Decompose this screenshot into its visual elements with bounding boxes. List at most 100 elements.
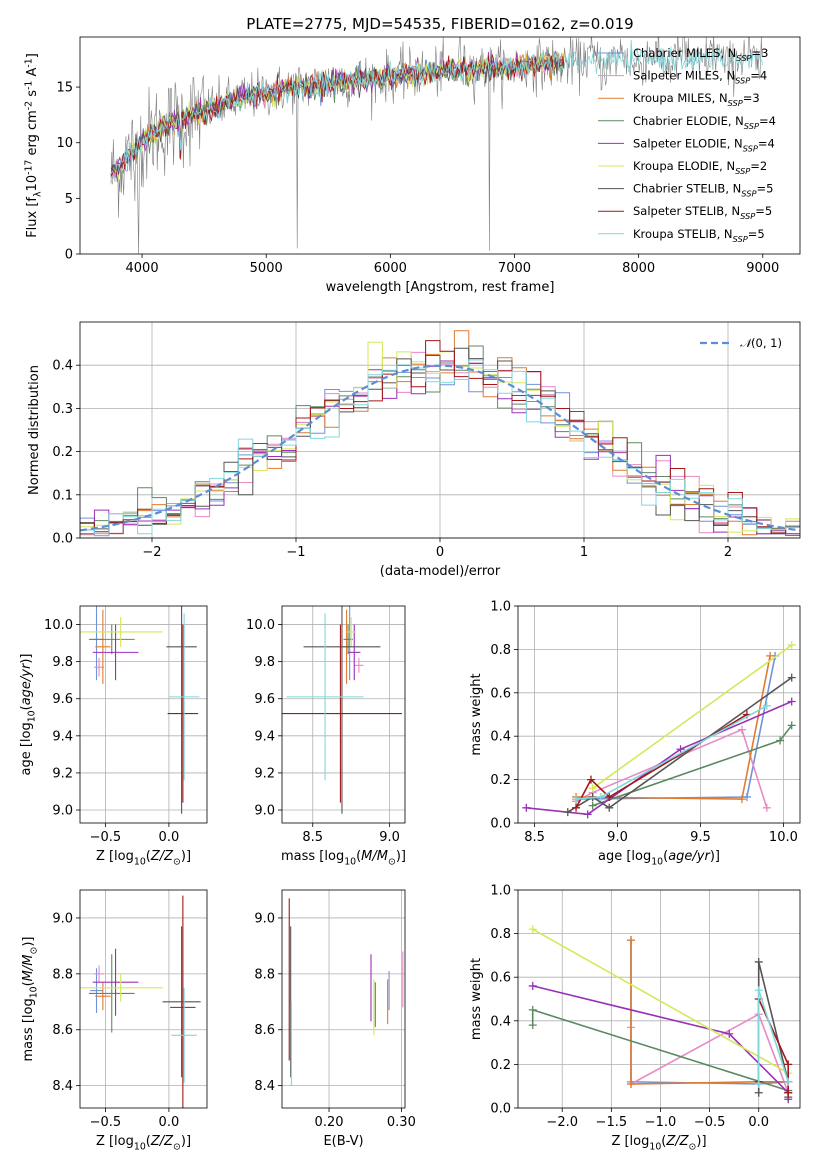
errorbar-kroupa-miles [95,609,111,684]
y-tick-label: 1.0 [490,600,511,615]
y-tick-label: 0.2 [490,773,511,788]
hist-kroupa-stelib [80,359,800,538]
x-tick-label: 1 [580,545,588,560]
x-tick-label: −0.5 [90,1115,122,1130]
series-line [630,940,789,1085]
errorbar-salpeter-elodie [92,624,139,681]
errorbar-salpeter-stelib [282,624,402,803]
series-marker [742,792,751,801]
panel-spectrum: 4000 5000 6000 7000 8000 9000 0 5 10 15 wavelength… [23,36,801,295]
series-marker [528,981,537,990]
y-axis-label: mass weight [469,673,484,755]
x-axis-label: mass [log10(M/M⊙)] [281,849,406,868]
series-marker [563,808,572,817]
x-tick-label: 4000 [126,261,159,276]
y-tick-label: 9.4 [52,729,73,744]
x-tick-label: 0.0 [159,1115,180,1130]
series-marker [605,803,614,812]
y-tick-label: 0.0 [490,817,511,832]
spectrum-model-salpeter-stelib [110,53,565,177]
legend-label: Kroupa ELODIE, NSSP=2 [633,159,767,176]
x-tick-label: 8.5 [302,830,323,845]
series-marker [626,1080,635,1089]
y-tick-label: 9.8 [254,655,275,670]
x-axis-label: age [log10(age/yr)] [598,849,720,868]
errorbar-salpeter-elodie [348,624,361,681]
y-tick-label: 8.8 [52,967,73,982]
y-tick-label: 9.0 [52,804,73,819]
x-axis-label: wavelength [Angstrom, rest frame] [326,280,555,295]
panel-residuals: −2 −1 0 1 2 0.0 0.1 0.2 0.3 0.4 (data-model)/error… [27,321,801,579]
x-tick-label: 7000 [498,261,531,276]
x-tick-label: 0 [436,545,444,560]
series-chabrier-stelib [754,957,793,1102]
plot-area [522,641,796,819]
axes-frame [517,605,801,824]
y-tick-label: 9.0 [254,804,275,819]
y-tick-label: 9.2 [254,766,275,781]
series-marker [787,697,796,706]
y-tick-label: 1.0 [490,884,511,899]
y-tick-label: 0.6 [490,686,511,701]
series-chabrier-elodie [588,721,796,810]
series-marker [605,792,614,801]
series-marker [522,803,531,812]
x-tick-label: 0.0 [159,830,180,845]
panel-weight_vs_Z: −2.0 −1.5 −1.0 −0.5 0.0 0.0 0.2 0.4 0.6 0.8 1.0 Z [… [469,884,801,1153]
errorbar-salpeter-stelib [167,624,199,803]
series-marker [528,1021,537,1030]
spectrum-model-kroupa-stelib [110,39,764,181]
axes-frame [517,889,801,1109]
x-tick-label: 5000 [250,261,283,276]
errorbar-chabrier-stelib [166,606,197,814]
panel-age_vs_mass: 8.5 9.0 9.0 9.2 9.4 9.6 9.8 10.0 mass [log10(M/M… [246,605,406,868]
errorbar-salpeter-elodie [92,948,139,1016]
y-tick-label: 9.6 [52,692,73,707]
series-marker [754,986,763,995]
residuals-legend: 𝒩(0, 1) [700,336,782,350]
y-tick-label: 8.6 [52,1023,73,1038]
plot-area [282,606,402,814]
axes-frame [281,605,406,824]
y-tick-label: 9.0 [52,911,73,926]
y-axis-label: mass weight [469,958,484,1040]
series-marker [588,801,597,810]
y-tick-label: 8.6 [254,1023,275,1038]
errorbar-kroupa-stelib [168,613,200,781]
series-marker [572,795,581,804]
y-tick-label: 8.8 [254,967,275,982]
x-tick-label: 0.20 [315,1115,344,1130]
x-tick-label: 6000 [374,261,407,276]
y-tick-label: 0.4 [52,359,73,374]
y-tick-label: 0.2 [52,445,73,460]
series-line [757,990,789,1084]
x-tick-label: −0.5 [90,830,122,845]
errorbar-kroupa-elodie [346,617,356,647]
errorbar-salpeter-stelib [170,895,196,1108]
y-axis-label: age [log10(age/yr)] [19,653,38,775]
x-tick-label: 8000 [622,261,655,276]
x-tick-label: −0.5 [694,1115,726,1130]
series-marker [528,1005,537,1014]
y-tick-label: 0.0 [52,532,73,547]
legend-label: Salpeter MILES, NSSP=4 [633,69,767,86]
errorbar-chabrier-stelib [162,926,201,1078]
y-tick-label: 15 [56,81,73,96]
errorbar-chabrier-elodie [88,954,135,1033]
series-salpeter-stelib [572,710,751,812]
y-tick-label: 0.3 [52,402,73,417]
series-marker [784,1077,793,1086]
series-chabrier-elodie [528,1005,793,1095]
x-axis-label: E(B-V) [323,1134,363,1149]
y-tick-label: 0.8 [490,927,511,942]
series-marker [586,775,595,784]
series-marker [737,725,746,734]
x-tick-label: −1 [286,545,305,560]
series-marker [676,745,685,754]
series-marker [787,673,796,682]
plot-area [528,925,793,1104]
series-marker [754,1080,763,1089]
series-marker [583,810,592,819]
spectrum-legend: Chabrier MILES, NSSP=3 Salpeter MILES, NS… [598,46,776,244]
